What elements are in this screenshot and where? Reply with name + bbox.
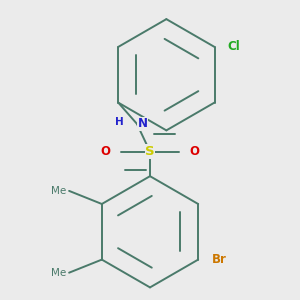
Text: O: O [101,145,111,158]
Text: H: H [115,117,123,127]
Text: Cl: Cl [228,40,241,53]
Text: O: O [189,145,199,158]
Text: Br: Br [212,253,227,266]
Text: Me: Me [51,186,66,196]
Text: S: S [145,145,155,158]
Text: N: N [138,117,148,130]
Text: Me: Me [51,268,66,278]
